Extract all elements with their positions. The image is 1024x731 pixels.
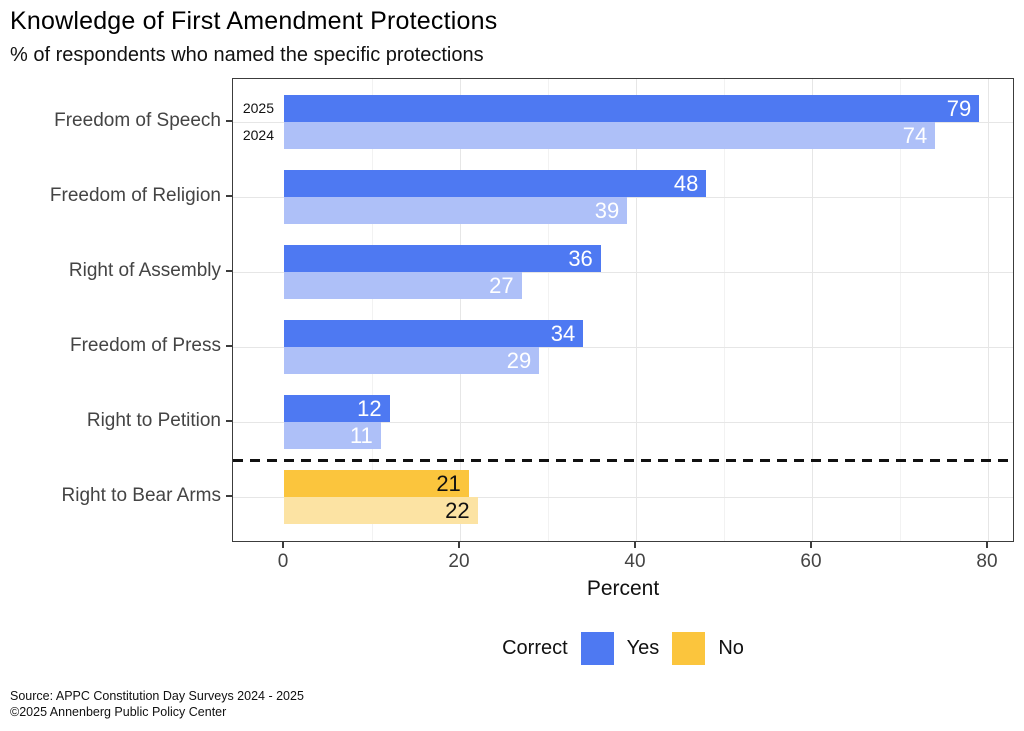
- bar-value-label: 36: [568, 246, 593, 271]
- y-axis-label-freedom-of-religion: Freedom of Religion: [49, 185, 221, 206]
- x-axis-tick-label-20: 20: [448, 551, 470, 572]
- bar-2024-freedom-of-religion: 39: [284, 197, 628, 224]
- bar-value-label: 74: [902, 123, 928, 148]
- bar-value-label: 39: [594, 198, 620, 223]
- gridline-category-3: [233, 347, 1013, 348]
- bar-2025-freedom-of-speech: 79: [284, 95, 980, 122]
- y-axis-tick-0: [226, 120, 232, 122]
- legend: Correct Yes No: [232, 632, 1014, 665]
- legend-swatch-yes: [580, 632, 614, 665]
- x-axis-tick-label-80: 80: [976, 551, 998, 572]
- gridline-minor-x50: [724, 79, 725, 541]
- gridline-major-x40: [636, 79, 637, 541]
- x-axis-tick-60: [810, 542, 812, 548]
- bar-value-label: 34: [550, 321, 576, 346]
- legend-label-yes: Yes: [626, 637, 660, 659]
- x-axis-tick-label-60: 60: [800, 551, 822, 572]
- x-axis-tick-40: [634, 542, 636, 548]
- plot-panel: 79 2025 74 2024 48 39 36 27 34 29 12 11 21 22: [232, 78, 1014, 542]
- legend-title: Correct: [502, 637, 568, 659]
- bar-2025-freedom-of-religion: 48: [284, 170, 707, 197]
- y-axis-label-right-of-assembly: Right of Assembly: [68, 260, 221, 281]
- gridline-category-4: [233, 422, 1013, 423]
- x-axis-tick-0: [282, 542, 284, 548]
- y-axis-label-right-to-petition: Right to Petition: [86, 410, 221, 431]
- y-axis-tick-1: [226, 195, 232, 197]
- x-axis-title: Percent: [586, 577, 660, 600]
- y-axis-tick-2: [226, 270, 232, 272]
- chart-title: Knowledge of First Amendment Protections: [10, 7, 498, 35]
- source-line-1: Source: APPC Constitution Day Surveys 20…: [10, 689, 304, 703]
- x-axis-tick-20: [458, 542, 460, 548]
- legend-label-no: No: [718, 637, 744, 659]
- bar-value-label: 48: [673, 171, 699, 196]
- y-axis-label-right-to-bear-arms: Right to Bear Arms: [61, 485, 221, 506]
- y-axis-tick-3: [226, 345, 232, 347]
- x-axis-tick-80: [986, 542, 988, 548]
- source-line-2: ©2025 Annenberg Public Policy Center: [10, 705, 227, 719]
- bar-value-label: 22: [445, 498, 470, 523]
- bar-value-label: 27: [489, 273, 514, 298]
- bar-2025-right-to-bear-arms: 21: [284, 470, 469, 497]
- bar-2024-freedom-of-speech: 74: [284, 122, 936, 149]
- gridline-category-2: [233, 272, 1013, 273]
- y-axis-label-freedom-of-press: Freedom of Press: [70, 335, 221, 356]
- bar-value-label: 11: [349, 423, 373, 448]
- y-axis-tick-4: [226, 420, 232, 422]
- bar-2025-freedom-of-press: 34: [284, 320, 584, 347]
- bar-value-label: 12: [357, 396, 382, 421]
- x-axis-tick-label-0: 0: [277, 551, 289, 572]
- bar-2024-right-to-petition: 11: [284, 422, 381, 449]
- bar-2024-right-of-assembly: 27: [284, 272, 522, 299]
- gridline-minor-x30: [548, 79, 549, 541]
- chart-subtitle: % of respondents who named the specific …: [10, 44, 484, 66]
- bar-2024-freedom-of-press: 29: [284, 347, 540, 374]
- bar-value-label: 29: [506, 348, 532, 373]
- bar-2025-right-to-petition: 12: [284, 395, 390, 422]
- legend-swatch-no: [672, 632, 706, 665]
- gridline-category-5: [233, 497, 1013, 498]
- x-axis-tick-label-40: 40: [624, 551, 646, 572]
- gridline-major-x80: [988, 79, 989, 541]
- bar-2024-right-to-bear-arms: 22: [284, 497, 478, 524]
- y-axis-tick-5: [226, 495, 232, 497]
- bar-value-label: 21: [436, 471, 461, 496]
- bar-2025-right-of-assembly: 36: [284, 245, 601, 272]
- y-axis-label-freedom-of-speech: Freedom of Speech: [54, 110, 221, 131]
- gridline-major-x60: [812, 79, 813, 541]
- gridline-minor-x70: [900, 79, 901, 541]
- gridline-major-x20: [460, 79, 461, 541]
- series-year-label-2025: 2025: [242, 100, 274, 116]
- gridline-minor-x10: [372, 79, 373, 541]
- bar-value-label: 79: [946, 96, 972, 121]
- series-year-label-2024: 2024: [242, 127, 274, 143]
- correct-divider-dashed-line: [233, 458, 1013, 462]
